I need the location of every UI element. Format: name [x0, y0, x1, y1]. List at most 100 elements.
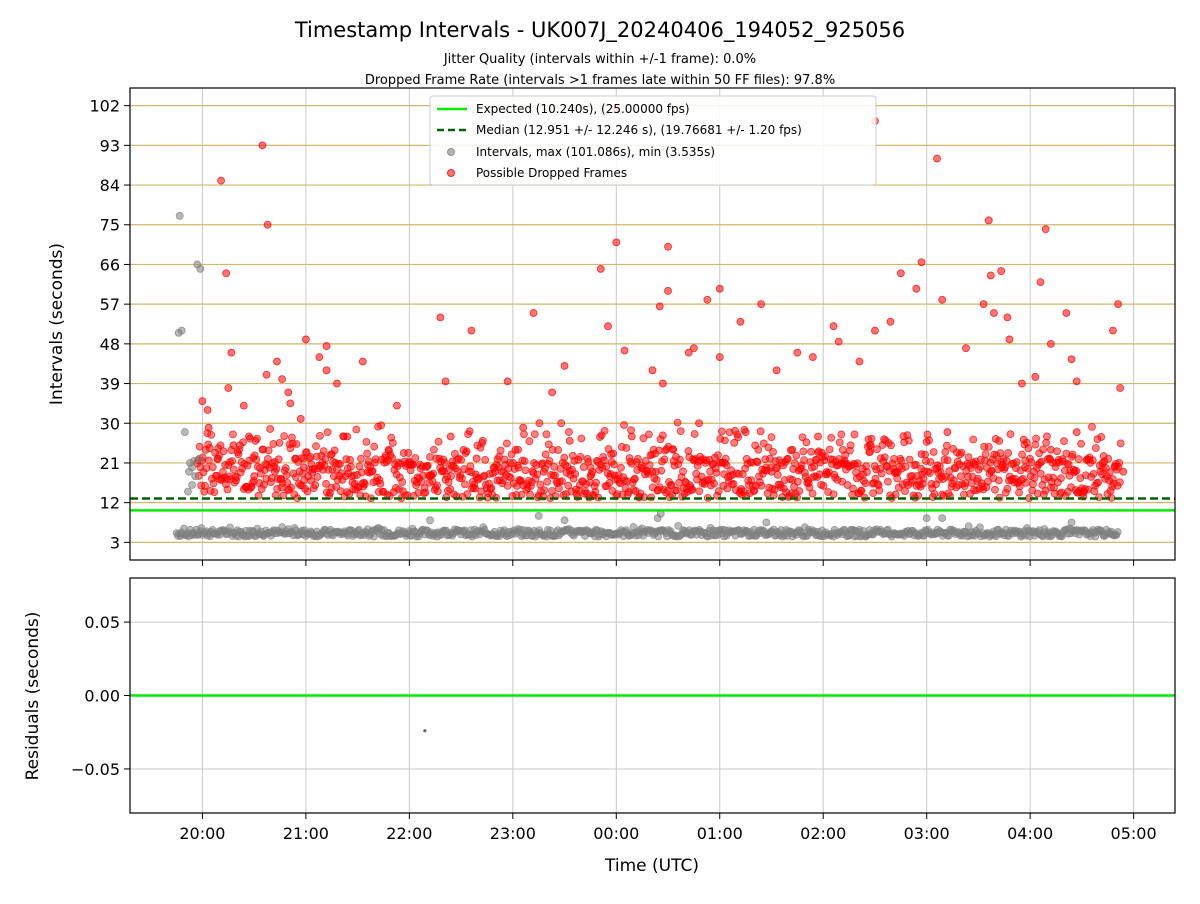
dropped-frame-point: [446, 485, 455, 494]
dropped-frame-point: [660, 455, 669, 464]
dropped-frame-point: [467, 326, 476, 335]
dropped-frame-point: [605, 479, 614, 488]
dropped-frame-point: [715, 284, 724, 293]
dropped-frame-point: [829, 322, 838, 331]
dropped-frame-point: [949, 476, 958, 485]
dropped-frame-point: [307, 476, 315, 485]
dropped-frame-point: [793, 477, 802, 486]
dropped-frame-point: [863, 468, 871, 476]
dropped-frame-point: [976, 463, 985, 471]
interval-point: [560, 516, 569, 525]
dropped-frame-point: [837, 430, 846, 439]
dropped-frame-point: [835, 438, 844, 447]
dropped-frame-point: [715, 353, 724, 361]
dropped-frame-point: [901, 462, 910, 471]
dropped-frame-point: [938, 295, 947, 304]
dropped-frame-point: [313, 473, 322, 481]
dropped-frame-point: [596, 264, 605, 273]
dropped-frame-point: [557, 419, 566, 428]
dropped-frame-point: [224, 384, 233, 392]
dropped-frame-point: [262, 370, 271, 379]
dropped-frame-point: [201, 481, 209, 490]
dropped-frame-point: [229, 441, 238, 450]
x-tick-label: 01:00: [697, 824, 743, 843]
dropped-frame-point: [560, 362, 569, 370]
dropped-frame-point: [360, 480, 369, 489]
dropped-frame-point: [472, 454, 481, 463]
dropped-frame-point: [911, 460, 920, 469]
dropped-frame-point: [487, 484, 496, 493]
dropped-frame-point: [825, 445, 834, 454]
dropped-frame-point: [658, 431, 667, 440]
dropped-frame-point: [717, 427, 726, 436]
dropped-frame-point: [312, 442, 320, 451]
dropped-frame-point: [943, 456, 952, 465]
dropped-frame-point: [795, 487, 804, 495]
x-tick-label: 22:00: [386, 824, 432, 843]
dropped-frame-point: [363, 449, 372, 458]
dropped-frame-point: [1072, 467, 1081, 475]
dropped-frame-point: [1022, 478, 1030, 487]
dropped-frame-point: [995, 436, 1004, 445]
dropped-frame-point: [877, 469, 886, 478]
dropped-frame-point: [1094, 478, 1103, 487]
dropped-frame-point: [273, 357, 281, 366]
dropped-frame-point: [465, 427, 474, 436]
legend-entry-median: Median (12.951 +/- 12.246 s), (19.76681 …: [437, 123, 802, 137]
dropped-frame-point: [258, 141, 267, 150]
dropped-frame-point: [769, 447, 777, 456]
dropped-frame-point: [434, 437, 443, 446]
dropped-frame-point: [1088, 456, 1097, 465]
dropped-frame-point: [1018, 450, 1027, 459]
dropped-frame-point: [275, 438, 284, 447]
dropped-frame-point: [969, 435, 978, 444]
dropped-frame-point: [600, 426, 609, 435]
dropped-frame-point: [905, 455, 914, 464]
dropped-frame-point: [327, 450, 336, 459]
dropped-frame-point: [612, 238, 621, 247]
dropped-frame-point: [286, 399, 295, 408]
dropped-frame-point: [901, 487, 909, 495]
dropped-frame-point: [925, 436, 933, 445]
dropped-frame-point: [525, 437, 534, 446]
dropped-frame-point: [652, 476, 661, 484]
dropped-frame-point: [634, 455, 642, 463]
intervals-y-tick-label: 30: [100, 414, 120, 433]
dropped-frame-point: [457, 474, 466, 483]
dropped-frame-point: [436, 313, 445, 322]
dropped-frame-point: [610, 460, 618, 469]
dropped-frame-point: [303, 487, 312, 496]
dropped-frame-point: [684, 348, 693, 357]
dropped-frame-point: [228, 457, 237, 466]
dropped-frame-point: [887, 441, 895, 450]
dropped-frame-point: [284, 388, 293, 397]
dropped-frame-point: [558, 477, 566, 486]
dropped-frame-point: [292, 440, 301, 448]
dropped-frame-point: [873, 445, 881, 454]
dropped-frame-point: [198, 397, 207, 406]
dropped-frame-point: [607, 450, 616, 459]
dropped-frame-point: [204, 423, 213, 432]
dropped-frame-point: [667, 480, 676, 489]
dropped-frame-point: [1036, 469, 1045, 478]
dropped-frame-point: [1097, 433, 1106, 441]
dropped-frame-point: [217, 176, 225, 185]
dropped-frame-point: [814, 432, 822, 441]
dropped-frame-point: [296, 414, 305, 423]
dropped-frame-point: [930, 490, 939, 498]
legend-box: [429, 95, 877, 186]
dropped-frame-point: [1115, 459, 1124, 467]
dropped-frame-point: [388, 453, 396, 462]
dropped-frame-point: [917, 258, 926, 267]
dropped-frame-point: [788, 445, 797, 454]
dropped-frame-point: [679, 467, 687, 476]
dropped-frame-point: [357, 454, 365, 463]
dropped-frame-point: [343, 432, 352, 441]
dropped-frame-point: [799, 447, 808, 456]
dropped-frame-point: [657, 466, 666, 475]
dropped-frame-point: [1021, 463, 1029, 472]
x-tick-label: 23:00: [490, 824, 536, 843]
dropped-frame-point: [773, 471, 782, 479]
dropped-frame-point: [210, 488, 219, 497]
dropped-frame-point: [209, 479, 218, 488]
